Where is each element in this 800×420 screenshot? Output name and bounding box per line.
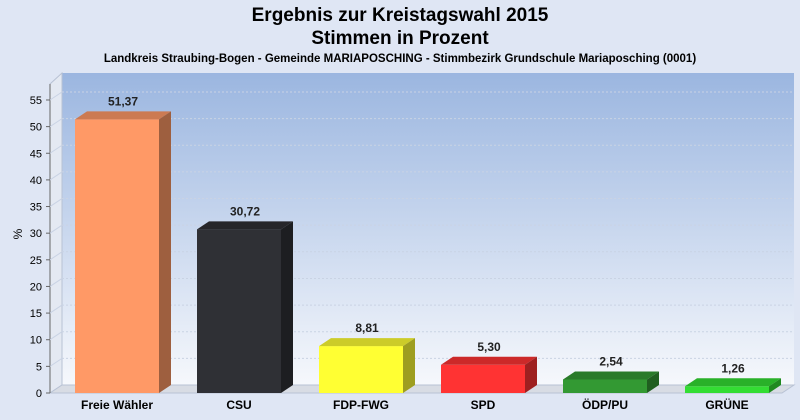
gridline-side	[49, 171, 63, 181]
bar-top	[197, 221, 293, 230]
x-tick-label: ÖDP/PU	[582, 397, 628, 412]
bar-front	[197, 229, 281, 393]
bar-5	[685, 378, 781, 393]
y-tick-label: 5	[36, 361, 42, 373]
y-tick-label: 20	[30, 281, 42, 293]
bar-top	[319, 338, 415, 347]
y-tick-label: 15	[30, 308, 42, 320]
bar-side	[525, 356, 537, 393]
bar-4	[563, 371, 659, 393]
bar-top	[75, 111, 171, 120]
bar-front	[563, 379, 647, 393]
data-label: 51,37	[108, 94, 138, 108]
x-tick-label: FDP-FWG	[333, 398, 389, 412]
bar-0	[75, 111, 171, 393]
bar-side	[281, 221, 293, 393]
bar-front	[685, 386, 769, 393]
bar-side	[159, 111, 171, 393]
data-label: 8,81	[355, 321, 379, 335]
data-label: 30,72	[230, 204, 260, 218]
bar-side	[769, 378, 781, 393]
y-tick-label: 25	[30, 255, 42, 267]
y-axis-label: %	[11, 228, 25, 239]
bar-side	[647, 371, 659, 393]
gridline-side	[49, 118, 63, 128]
gridline-side	[49, 331, 63, 341]
x-tick-label: CSU	[226, 398, 251, 412]
gridline-side	[49, 251, 63, 261]
x-tick-label: GRÜNE	[705, 397, 748, 412]
gridline-side	[49, 224, 63, 234]
y-tick-label: 55	[30, 95, 42, 107]
bar-2	[319, 338, 415, 393]
bars	[75, 111, 781, 393]
data-label: 1,26	[721, 361, 745, 375]
plot-background	[62, 73, 794, 385]
bar-side	[403, 338, 415, 393]
x-tick-label: Freie Wähler	[81, 398, 153, 412]
bar-front	[319, 346, 403, 393]
data-label: 2,54	[599, 354, 623, 368]
bar-top	[563, 371, 659, 380]
bar-3	[441, 356, 537, 393]
plot-side-wall	[49, 71, 63, 394]
y-tick-label: 30	[30, 228, 42, 240]
gridline-side	[49, 144, 63, 154]
y-tick-label: 45	[30, 148, 42, 160]
y-tick-labels: 0 5 10 15 20 25 30 35 40 45 50 55	[30, 95, 50, 400]
x-tick-label: SPD	[471, 398, 496, 412]
chart-title-line2: Stimmen in Prozent	[311, 28, 489, 49]
title-block: Ergebnis zur Kreistagswahl 2015 Stimmen …	[0, 4, 800, 65]
gridline-side	[49, 91, 63, 101]
y-tick-label: 0	[36, 388, 42, 400]
data-label: 5,30	[477, 340, 501, 354]
y-tick-label: 10	[30, 335, 42, 347]
gridlines	[49, 91, 794, 367]
y-tick-label: 40	[30, 175, 42, 187]
gridline-side	[49, 198, 63, 207]
bar-front	[75, 119, 159, 393]
chart-subtitle: Landkreis Straubing-Bogen - Gemeinde MAR…	[103, 53, 697, 65]
bar-top	[441, 356, 537, 365]
chart-title: Ergebnis zur Kreistagswahl 2015	[251, 5, 549, 26]
gridline-side	[49, 278, 63, 287]
gridline-side	[49, 357, 63, 367]
y-tick-label: 50	[30, 122, 42, 134]
y-tick-label: 35	[30, 202, 42, 214]
labels: 51,37 Freie Wähler 30,72 CSU 8,81 FDP-FWG 5,30…	[81, 94, 749, 412]
bar-top	[685, 378, 781, 387]
bar-1	[197, 221, 293, 393]
bar-front	[441, 364, 525, 393]
gridline-side	[49, 304, 63, 314]
